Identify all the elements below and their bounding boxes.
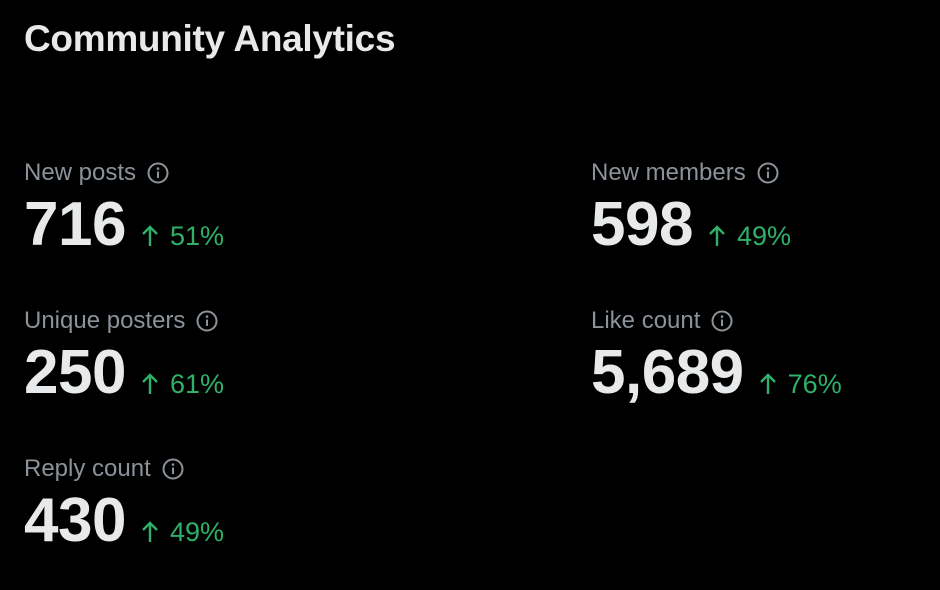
- metric-like-count: Like count 5,689 76%: [591, 306, 842, 410]
- metric-change: 49%: [707, 221, 791, 252]
- metric-label-row: New posts: [24, 158, 224, 188]
- arrow-up-icon: [758, 372, 778, 396]
- metric-value: 598: [591, 190, 693, 259]
- metric-label: Reply count: [24, 455, 151, 482]
- metric-label-row: Reply count: [24, 454, 224, 484]
- arrow-up-icon: [140, 224, 160, 248]
- metric-change: 51%: [140, 221, 224, 252]
- metric-change: 61%: [140, 369, 224, 400]
- metric-value-row: 598 49%: [591, 188, 791, 262]
- metric-unique-posters: Unique posters 250 61%: [24, 306, 224, 410]
- metric-change-value: 49%: [169, 517, 224, 547]
- metric-value: 716: [24, 190, 126, 259]
- metric-label: Like count: [591, 307, 701, 334]
- info-icon[interactable]: [161, 457, 185, 481]
- metric-change: 49%: [140, 517, 224, 548]
- info-icon[interactable]: [756, 161, 780, 185]
- page-title: Community Analytics: [24, 18, 396, 59]
- metric-change: 76%: [758, 369, 842, 400]
- metric-change-value: 49%: [736, 221, 791, 251]
- metric-change-value: 51%: [169, 221, 224, 251]
- metric-label-row: Unique posters: [24, 306, 224, 336]
- arrow-up-icon: [140, 520, 160, 544]
- metric-label-row: Like count: [591, 306, 842, 336]
- metric-value-row: 430 49%: [24, 484, 224, 558]
- metric-change-value: 76%: [787, 369, 842, 399]
- metric-label-row: New members: [591, 158, 791, 188]
- metric-value: 5,689: [591, 338, 744, 407]
- arrow-up-icon: [707, 224, 727, 248]
- metric-change-value: 61%: [169, 369, 224, 399]
- info-icon[interactable]: [146, 161, 170, 185]
- arrow-up-icon: [140, 372, 160, 396]
- metric-reply-count: Reply count 430 49%: [24, 454, 224, 558]
- metric-label: New members: [591, 159, 746, 186]
- metric-value: 250: [24, 338, 126, 407]
- metric-value-row: 250 61%: [24, 336, 224, 410]
- info-icon[interactable]: [710, 309, 734, 333]
- metric-label: Unique posters: [24, 307, 186, 334]
- metric-value: 430: [24, 486, 126, 555]
- metric-new-posts: New posts 716 51%: [24, 158, 224, 262]
- info-icon[interactable]: [195, 309, 219, 333]
- metric-value-row: 5,689 76%: [591, 336, 842, 410]
- metric-label: New posts: [24, 159, 137, 186]
- metric-new-members: New members 598 49%: [591, 158, 791, 262]
- metric-value-row: 716 51%: [24, 188, 224, 262]
